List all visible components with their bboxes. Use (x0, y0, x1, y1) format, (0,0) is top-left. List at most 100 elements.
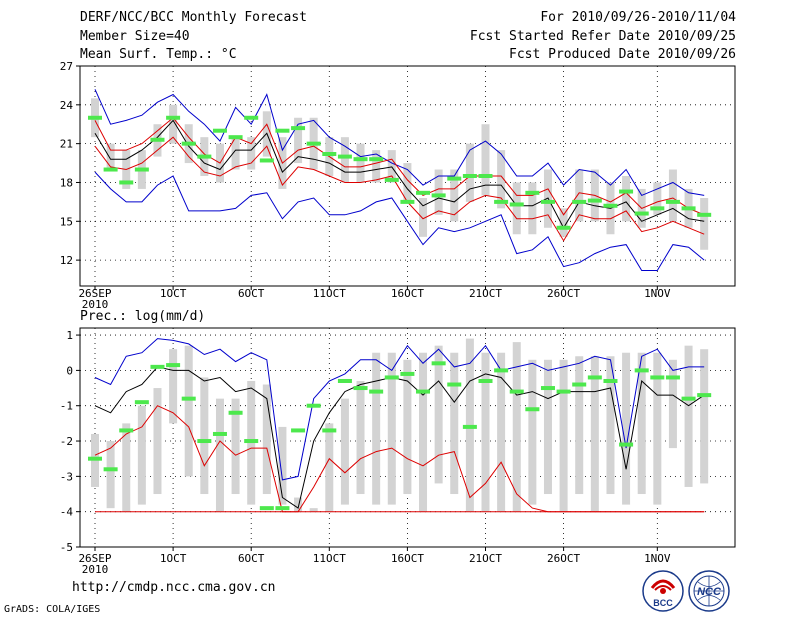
precipitation-xtick-label: 26OCT (547, 552, 580, 565)
temperature-observed-marker (665, 199, 680, 204)
precipitation-observed-marker (88, 456, 102, 461)
temperature-observed-marker (634, 211, 649, 216)
precipitation-observed-marker (447, 382, 462, 387)
footer-url[interactable]: http://cmdp.ncc.cma.gov.cn (72, 580, 276, 595)
precipitation-observed-marker (166, 363, 181, 368)
precipitation-spread-box (294, 497, 303, 512)
bcc-logo: BCC (642, 570, 684, 612)
bcc-logo-text: BCC (653, 598, 673, 608)
temperature-xtick-label: 16OCT (391, 287, 424, 300)
precipitation-xtick-label: 26SEP (78, 552, 111, 565)
temperature-xtick-label: 21OCT (469, 287, 502, 300)
temperature-observed-marker (150, 137, 165, 142)
temperature-observed-marker (119, 180, 134, 185)
precipitation-observed-marker (478, 378, 493, 383)
temperature-spread-box (512, 182, 521, 235)
member-size: Member Size=40 (80, 29, 190, 44)
temperature-spread-box (481, 124, 490, 196)
temperature-observed-marker (697, 212, 712, 217)
precipitation-spread-box (184, 345, 193, 477)
precipitation-spread-box (528, 359, 537, 505)
temperature-xtick-label: 6OCT (238, 287, 265, 300)
temperature-spread-box (419, 198, 428, 237)
precipitation-observed-marker (353, 386, 368, 391)
precipitation-spread-box (606, 356, 615, 495)
temperature-observed-marker (494, 199, 509, 204)
precipitation-observed-marker (572, 382, 587, 387)
precipitation-spread-box (340, 398, 349, 505)
precipitation-observed-marker (306, 403, 321, 408)
precipitation-observed-marker (681, 396, 696, 401)
precipitation-ytick-label: -5 (60, 541, 73, 554)
precipitation-observed-marker (119, 428, 134, 433)
temperature-observed-marker (212, 128, 227, 133)
temperature-observed-marker (244, 115, 259, 120)
precipitation-observed-marker (665, 375, 680, 380)
precipitation-spread-box (169, 349, 178, 424)
precipitation-spread-box (325, 423, 334, 512)
temperature-observed-marker (291, 126, 306, 131)
precipitation-spread-box (481, 352, 490, 512)
precipitation-spread-box (559, 359, 568, 512)
temperature-xtick-label: 26SEP (78, 287, 111, 300)
temperature-spread-box (622, 176, 631, 222)
temperature-observed-marker (572, 199, 587, 204)
temperature-observed-marker (353, 157, 368, 162)
precipitation-xtick-label: 6OCT (238, 552, 265, 565)
precipitation-observed-marker (134, 400, 149, 405)
temperature-observed-marker (88, 115, 102, 120)
temperature-spread-box (700, 198, 709, 250)
temperature-observed-marker (462, 174, 477, 178)
temperature-spread-box (387, 150, 396, 183)
temperature-observed-marker (478, 174, 493, 178)
temperature-ytick-label: 24 (60, 99, 74, 112)
temperature-spread-box (465, 143, 474, 202)
temperature-spread-box (668, 169, 677, 222)
precipitation-observed-marker (603, 378, 618, 383)
temperature-observed-marker (525, 190, 540, 195)
forecast-period: For 2010/09/26-2010/11/04 (540, 10, 736, 25)
precipitation-spread-box (543, 359, 552, 495)
temperature-observed-marker (447, 176, 462, 181)
temperature-xtick-label: 2010 (82, 298, 109, 311)
temperature-spread-box (247, 137, 256, 170)
temperature-spread-box (356, 143, 365, 183)
precipitation-observed-marker (291, 428, 306, 433)
temperature-observed-marker (103, 167, 118, 172)
precipitation-spread-box (278, 426, 287, 505)
temperature-observed-marker (369, 157, 384, 162)
precipitation-observed-marker (587, 375, 602, 380)
precipitation-observed-marker (619, 442, 634, 447)
temperature-observed-marker (166, 115, 181, 120)
temperature-spread-box (450, 169, 459, 222)
ncc-logo: NCC (688, 570, 730, 612)
temperature-observed-marker (134, 167, 149, 172)
precipitation-spread-box (372, 352, 381, 505)
precipitation-observed-marker (556, 389, 571, 394)
precipitation-observed-marker (509, 389, 524, 394)
ncc-logo-text: NCC (697, 586, 722, 598)
temperature-spread-box (231, 137, 240, 170)
temperature-observed-marker (181, 141, 196, 146)
precipitation-series-mean (94, 366, 705, 509)
temperature-observed-marker (197, 154, 212, 159)
precipitation-observed-marker (275, 506, 290, 511)
temperature-series-max (94, 89, 705, 197)
precipitation-observed-marker (228, 410, 243, 415)
temperature-spread-box (559, 208, 568, 237)
temperature-observed-marker (681, 206, 696, 211)
precipitation-observed-marker (384, 375, 399, 380)
temperature-ytick-label: 15 (60, 215, 73, 228)
precipitation-spread-box (200, 377, 209, 495)
variable-label: Mean Surf. Temp.: °C (80, 47, 237, 62)
temperature-observed-marker (431, 193, 446, 198)
temperature-series-lower (94, 136, 705, 242)
precipitation-spread-box (637, 352, 646, 495)
temperature-spread-box (169, 104, 178, 144)
precipitation-observed-marker (181, 396, 196, 401)
precipitation-observed-marker (369, 389, 384, 394)
temperature-spread-box (528, 182, 537, 235)
precipitation-spread-box (512, 342, 521, 512)
precipitation-observed-marker (337, 378, 352, 383)
